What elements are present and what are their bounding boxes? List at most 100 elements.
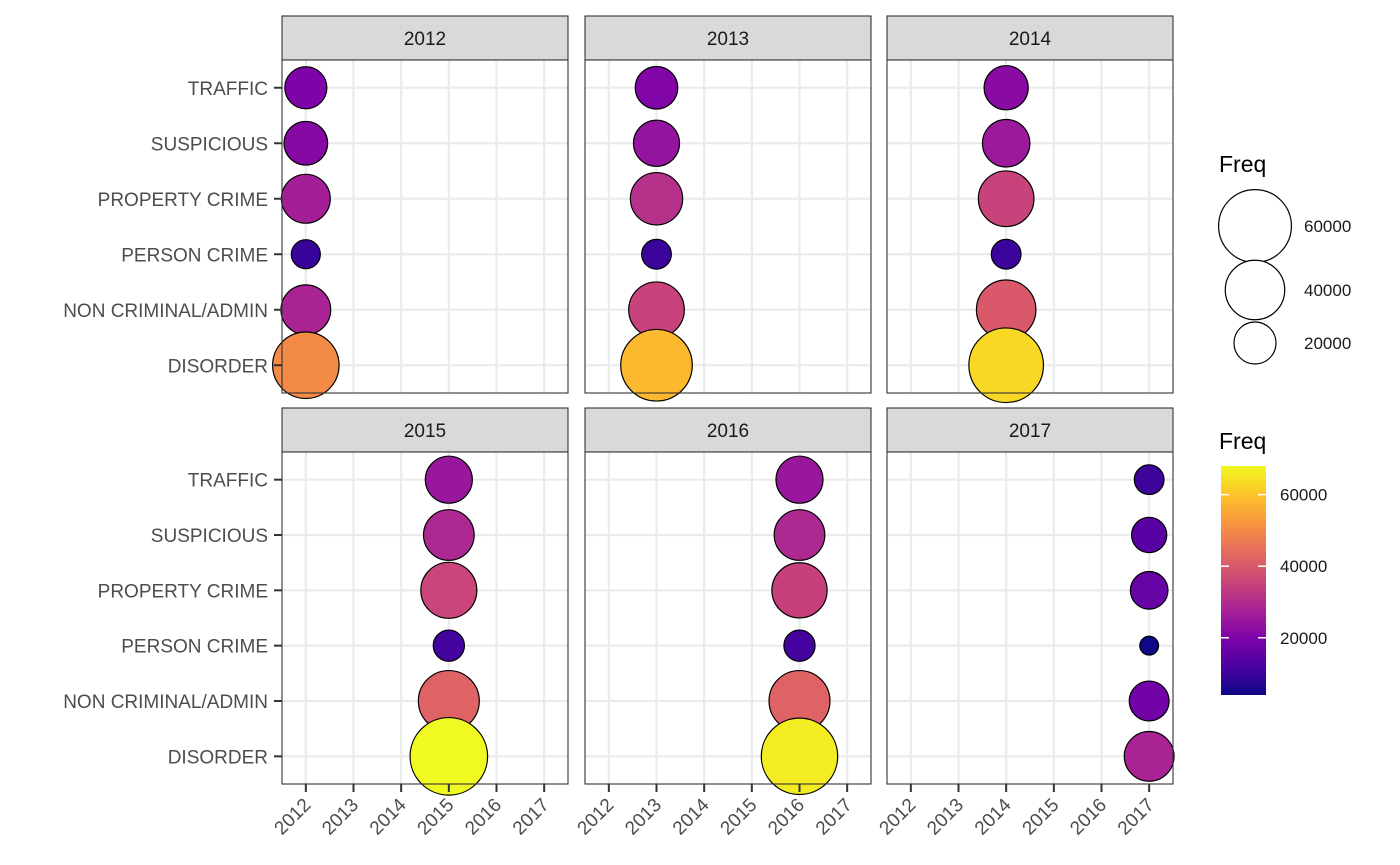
x-tick-label: 2014	[971, 794, 1016, 839]
y-tick-label: NON CRIMINAL/ADMIN	[63, 692, 268, 713]
bubble-2017-traffic	[1133, 464, 1165, 496]
panel-border	[886, 59, 1174, 394]
y-tick-label: PROPERTY CRIME	[98, 190, 268, 211]
color-legend-label: 40000	[1280, 557, 1327, 576]
x-tick-label: 2015	[414, 795, 459, 840]
y-tick-label: TRAFFIC	[188, 79, 268, 100]
y-tick-label: PERSON CRIME	[121, 245, 268, 266]
panel-border	[281, 59, 569, 394]
x-tick-label: 2014	[669, 794, 714, 839]
size-legend-key	[1224, 259, 1286, 321]
facet-strip	[584, 407, 872, 453]
size-legend-label: 40000	[1304, 281, 1351, 300]
bubble-2013-disorder	[620, 328, 693, 402]
bubble-2016-disorder	[760, 717, 839, 796]
x-tick-label: 2013	[923, 795, 968, 840]
bubble-2012-non-criminal-admin	[280, 284, 332, 336]
x-tick-label: 2012	[271, 795, 316, 840]
color-bar	[1221, 466, 1266, 695]
bubble-2017-non-criminal-admin	[1128, 680, 1170, 722]
bubble-2015-suspicious	[422, 509, 475, 561]
size-legend-label: 60000	[1304, 217, 1351, 236]
bubble-2015-person-crime	[432, 629, 466, 662]
color-legend-label: 60000	[1280, 486, 1327, 505]
panel-border	[584, 451, 872, 785]
panel-border	[584, 59, 872, 394]
x-tick-label: 2012	[876, 795, 921, 840]
facet-strip-label: 2017	[1009, 421, 1051, 442]
bubble-2012-property-crime	[280, 173, 331, 224]
y-tick-label: PROPERTY CRIME	[98, 581, 268, 602]
panel-background	[282, 60, 568, 393]
x-tick-label: 2013	[318, 795, 363, 840]
x-tick-label: 2016	[1066, 795, 1111, 840]
bubble-2012-traffic	[284, 66, 328, 110]
facet-panel-2014: 2014	[886, 15, 1174, 404]
y-tick-label: PERSON CRIME	[121, 637, 268, 658]
color-legend: Freq 20000 40000 60000	[1219, 428, 1327, 695]
facet-strip-label: 2014	[1009, 29, 1052, 50]
y-tick-label: SUSPICIOUS	[151, 134, 268, 155]
bubble-2016-person-crime	[783, 629, 816, 662]
panel-border	[281, 451, 569, 785]
x-tick-label: 2016	[764, 795, 809, 840]
bubble-2013-property-crime	[629, 171, 684, 226]
color-legend-title: Freq	[1219, 428, 1266, 454]
size-legend-title: Freq	[1219, 151, 1266, 177]
legends: Freq 60000 40000 20000 Freq 20000 40000 60000	[1217, 151, 1351, 695]
size-legend-label: 20000	[1304, 334, 1351, 353]
bubble-2012-person-crime	[290, 239, 321, 270]
bubble-2017-person-crime	[1139, 635, 1160, 656]
bubble-2014-disorder	[968, 327, 1045, 404]
size-legend: Freq 60000 40000 20000	[1217, 151, 1351, 365]
bubble-2013-person-crime	[641, 238, 672, 270]
facet-strip-label: 2012	[404, 29, 446, 50]
y-tick-label: SUSPICIOUS	[151, 526, 268, 547]
x-tick-label: 2012	[574, 795, 619, 840]
facet-panels: 2012 TRAFFIC SUSPICIOUS PROPERTY CRIME PERSO…	[63, 15, 1175, 840]
facet-strip	[886, 407, 1174, 453]
bubble-2012-suspicious	[283, 120, 329, 166]
bubble-2015-disorder	[409, 716, 489, 796]
bubble-2014-suspicious	[981, 118, 1031, 168]
x-tick-label: 2015	[717, 795, 762, 840]
bubble-2017-suspicious	[1130, 516, 1168, 554]
x-tick-label: 2014	[366, 794, 411, 839]
facet-panel-2012: 2012 TRAFFIC SUSPICIOUS PROPERTY CRIME PERSO…	[63, 15, 569, 400]
x-tick-label: 2017	[509, 795, 554, 840]
y-tick-label: TRAFFIC	[188, 471, 268, 492]
facet-strip-label: 2015	[404, 421, 446, 442]
panel-background	[585, 60, 871, 393]
bubble-2013-suspicious	[632, 119, 681, 167]
x-tick-label: 2016	[461, 795, 506, 840]
facet-strip-label: 2013	[707, 29, 749, 50]
facet-strip	[886, 15, 1174, 61]
facet-panel-2013: 2013	[584, 15, 872, 402]
x-tick-label: 2017	[1114, 795, 1159, 840]
panel-background	[887, 452, 1173, 784]
y-tick-label: DISORDER	[168, 356, 268, 377]
facet-strip	[281, 407, 569, 453]
bubble-2012-disorder	[272, 331, 340, 400]
x-tick-label: 2013	[621, 795, 666, 840]
x-tick-label: 2017	[812, 795, 857, 840]
bubble-2014-person-crime	[990, 238, 1022, 270]
bubble-2013-traffic	[634, 65, 679, 110]
bubble-2015-property-crime	[420, 561, 478, 619]
x-tick-label: 2015	[1019, 795, 1064, 840]
facet-strip	[281, 15, 569, 61]
bubble-2017-disorder	[1123, 730, 1175, 782]
bubble-2014-property-crime	[977, 170, 1035, 228]
color-legend-label: 20000	[1280, 629, 1327, 648]
size-legend-key	[1217, 188, 1293, 264]
bubble-2016-property-crime	[771, 562, 828, 619]
size-legend-key	[1233, 321, 1277, 365]
bubble-2017-property-crime	[1129, 570, 1169, 610]
bubble-2015-traffic	[424, 455, 473, 504]
facet-strip	[584, 15, 872, 61]
y-tick-label: NON CRIMINAL/ADMIN	[63, 301, 268, 322]
facet-panel-2015: 2015 TRAFFIC SUSPICIOUS PROPERTY CRIME PERSO…	[63, 407, 569, 840]
